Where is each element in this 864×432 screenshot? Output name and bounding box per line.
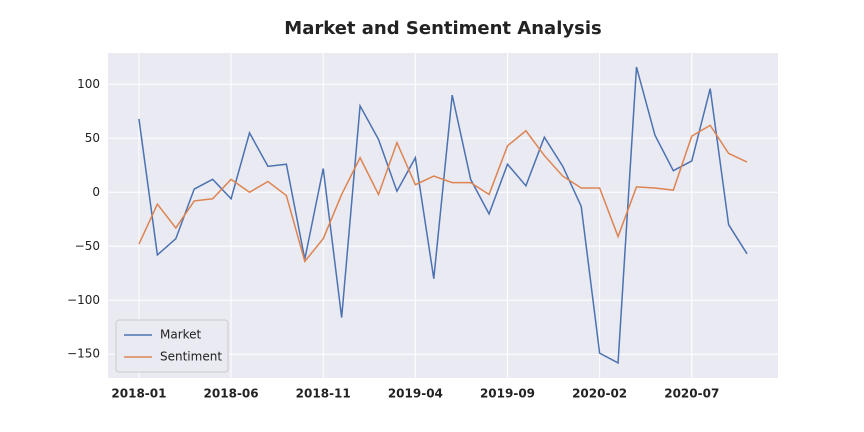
x-tick-label: 2018-06 (204, 387, 259, 401)
y-tick-label: 0 (92, 185, 100, 199)
legend-label: Sentiment (160, 350, 222, 364)
y-tick-label: 50 (85, 131, 100, 145)
y-tick-label: −150 (67, 347, 100, 361)
line-series (138, 66, 748, 365)
x-tick-label: 2020-02 (572, 387, 627, 401)
y-tick-label: −50 (75, 239, 100, 253)
x-tick-label: 2018-11 (296, 387, 351, 401)
line-series (138, 124, 748, 263)
legend-label: Market (160, 328, 202, 342)
x-tick-label: 2019-04 (388, 387, 443, 401)
legend-box (115, 319, 229, 373)
x-tick-label: 2019-09 (480, 387, 535, 401)
y-tick-label: 100 (77, 77, 100, 91)
y-tick-label: −100 (67, 293, 100, 307)
x-tick-label: 2020-07 (664, 387, 719, 401)
chart-title: Market and Sentiment Analysis (284, 18, 601, 39)
x-tick-label: 2018-01 (111, 387, 166, 401)
